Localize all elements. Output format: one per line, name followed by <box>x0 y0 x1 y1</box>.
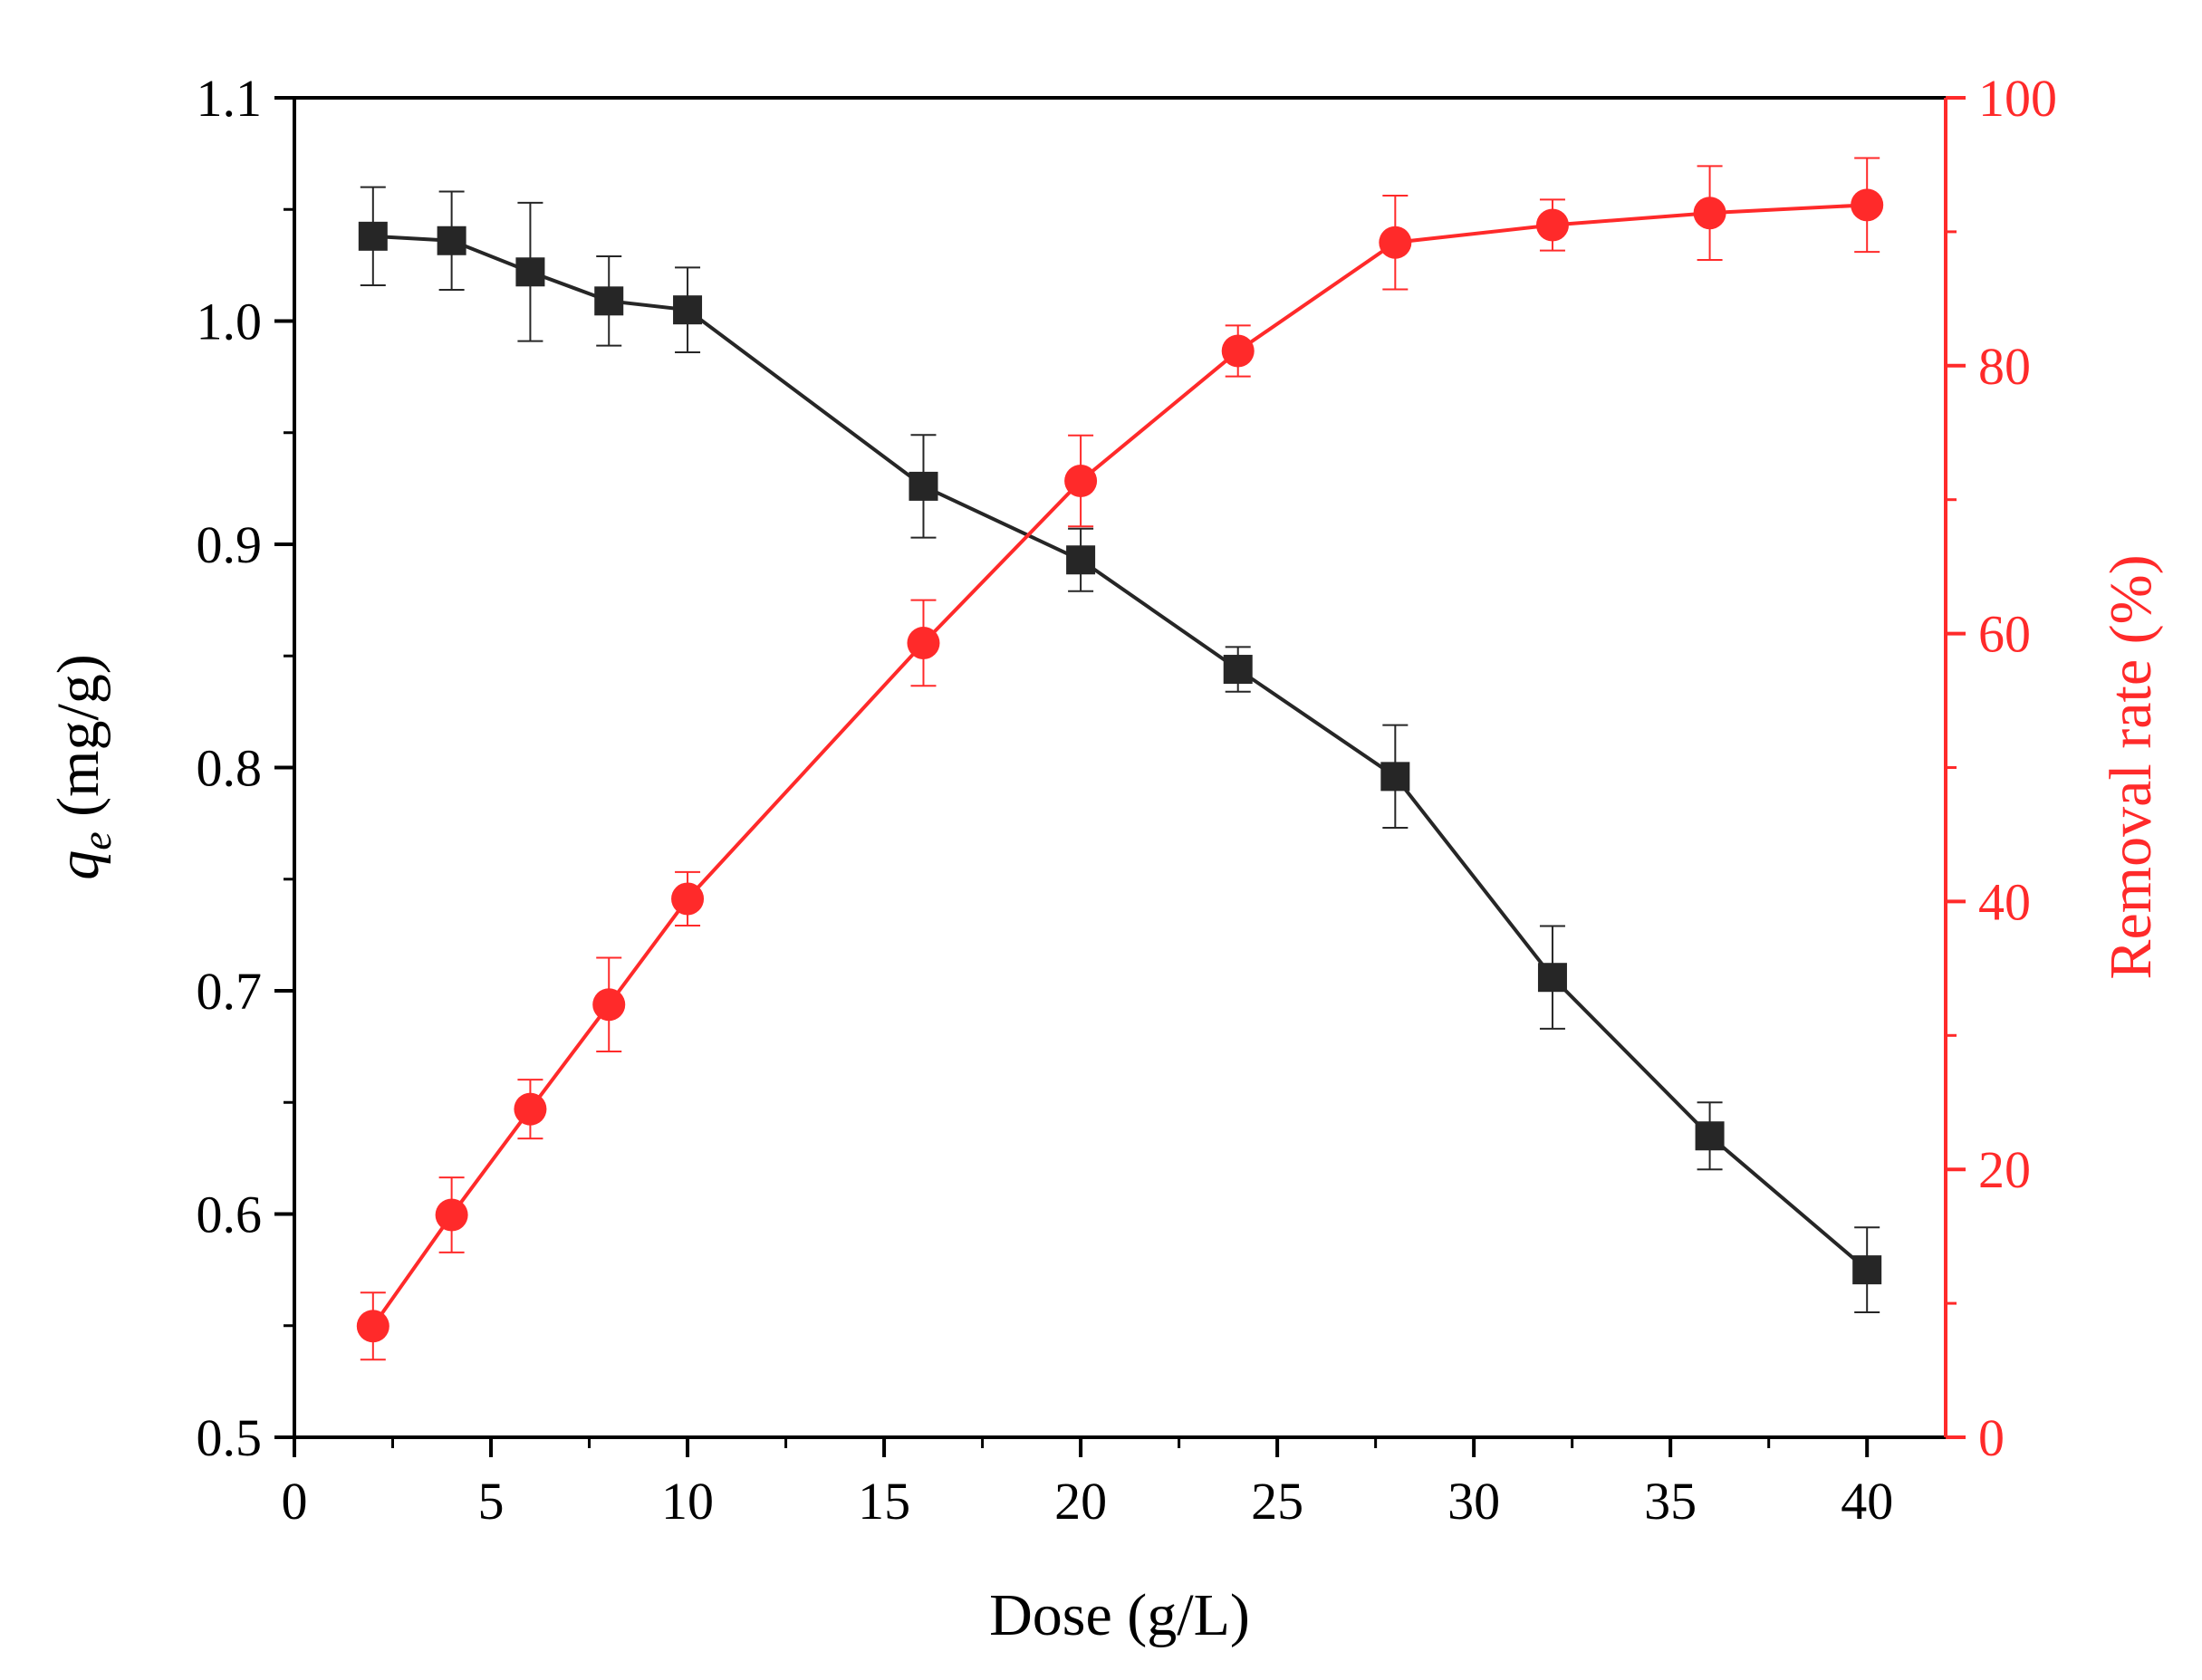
data-point-circle <box>435 1198 468 1232</box>
x-tick-label: 40 <box>1841 1472 1893 1531</box>
y-axis-title-symbol: q <box>45 850 111 880</box>
data-point-square <box>594 286 624 316</box>
axis-layer <box>293 96 1947 1439</box>
y-tick-label: 1.1 <box>197 69 263 128</box>
tick-layer <box>274 96 1966 1457</box>
data-point-circle <box>1535 208 1569 242</box>
data-point-circle <box>1221 334 1255 368</box>
data-point-square <box>1380 762 1410 792</box>
series-qe <box>358 186 1882 1313</box>
data-point-circle <box>1693 197 1726 230</box>
data-point-circle <box>671 882 705 916</box>
x-axis-title: Dose (g/L) <box>989 1582 1250 1648</box>
data-point-square <box>1223 655 1253 685</box>
y2-tick-label: 20 <box>1978 1140 2031 1199</box>
y-axis-title-unit: (mg/g) <box>45 654 111 831</box>
data-point-square <box>1537 963 1567 993</box>
series-layer <box>356 157 1884 1361</box>
data-point-circle <box>592 988 626 1022</box>
data-point-square <box>1695 1121 1725 1151</box>
data-point-square <box>1066 545 1096 575</box>
data-point-circle <box>907 626 940 659</box>
x-tick-label: 5 <box>478 1472 505 1531</box>
data-point-square <box>515 257 545 287</box>
y2-tick-label: 60 <box>1978 605 2031 664</box>
x-tick-label: 30 <box>1447 1472 1500 1531</box>
y-axis-title: qe (mg/g) <box>45 654 120 880</box>
series-line <box>371 203 1868 1328</box>
data-point-circle <box>1064 464 1098 497</box>
data-point-circle <box>1379 226 1412 259</box>
data-point-circle <box>356 1310 389 1343</box>
data-point-circle <box>1851 188 1884 222</box>
data-point-circle <box>514 1092 547 1126</box>
y-tick-label: 0.8 <box>197 739 263 798</box>
x-tick-label: 10 <box>661 1472 714 1531</box>
data-point-square <box>673 295 703 325</box>
data-point-square <box>909 471 938 501</box>
y-tick-label: 0.7 <box>197 962 263 1021</box>
x-tick-label: 35 <box>1644 1472 1697 1531</box>
series-line <box>372 234 1869 1272</box>
y-axis-title-subscript: e <box>73 831 120 850</box>
y-tick-label: 1.0 <box>197 293 263 351</box>
y2-tick-label: 80 <box>1978 337 2031 396</box>
y-tick-label: 0.9 <box>197 515 263 574</box>
x-tick-label: 20 <box>1054 1472 1107 1531</box>
x-tick-label: 15 <box>858 1472 910 1531</box>
x-tick-label: 0 <box>282 1472 308 1531</box>
data-point-square <box>358 221 388 251</box>
y-tick-label: 0.6 <box>197 1186 263 1244</box>
y2-tick-label: 0 <box>1978 1408 2005 1467</box>
x-tick-label: 25 <box>1251 1472 1303 1531</box>
data-point-square <box>1852 1255 1882 1285</box>
series-removal-rate <box>356 157 1884 1361</box>
y-tick-label: 0.5 <box>197 1408 263 1467</box>
data-point-square <box>437 226 466 255</box>
y2-tick-label: 100 <box>1978 69 2057 128</box>
y2-tick-label: 40 <box>1978 872 2031 931</box>
y2-axis-title: Removal rate (%) <box>2098 554 2164 979</box>
